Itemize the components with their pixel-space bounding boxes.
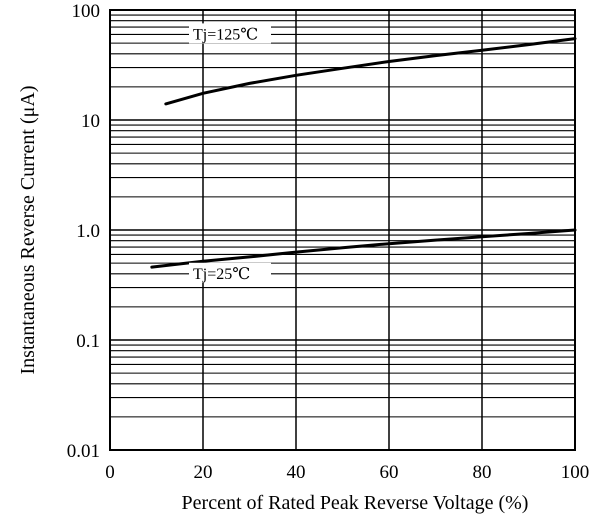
y-tick-label: 100	[72, 1, 101, 22]
x-tick-label: 20	[194, 462, 213, 483]
series-label-1: Tj=25℃	[193, 266, 250, 283]
grid	[110, 10, 575, 450]
y-axis-label: Instantaneous Reverse Current (μA)	[17, 86, 39, 375]
annotations: Tj=125℃ Tj=25℃	[189, 23, 271, 283]
x-tick-label: 40	[287, 462, 306, 483]
y-tick-label: 1.0	[76, 221, 100, 242]
series-layer	[150, 37, 577, 269]
y-tick-label: 0.01	[67, 441, 100, 462]
series-label-0: Tj=125℃	[193, 26, 258, 43]
series-label-bg	[189, 262, 271, 283]
x-tick-label: 80	[473, 462, 492, 483]
series-line-0	[164, 37, 577, 106]
y-tick-label: 10	[81, 111, 100, 132]
tick-labels: 0 20 40 60 80 100 0.01 0.1 1.0 10 100	[67, 1, 590, 483]
series-line-1	[150, 228, 577, 269]
x-tick-label: 0	[105, 462, 115, 483]
x-tick-label: 100	[561, 462, 590, 483]
x-axis-label: Percent of Rated Peak Reverse Voltage (%…	[182, 492, 529, 514]
series-label-bg	[189, 23, 271, 44]
x-tick-label: 60	[380, 462, 399, 483]
y-tick-label: 0.1	[76, 331, 100, 352]
